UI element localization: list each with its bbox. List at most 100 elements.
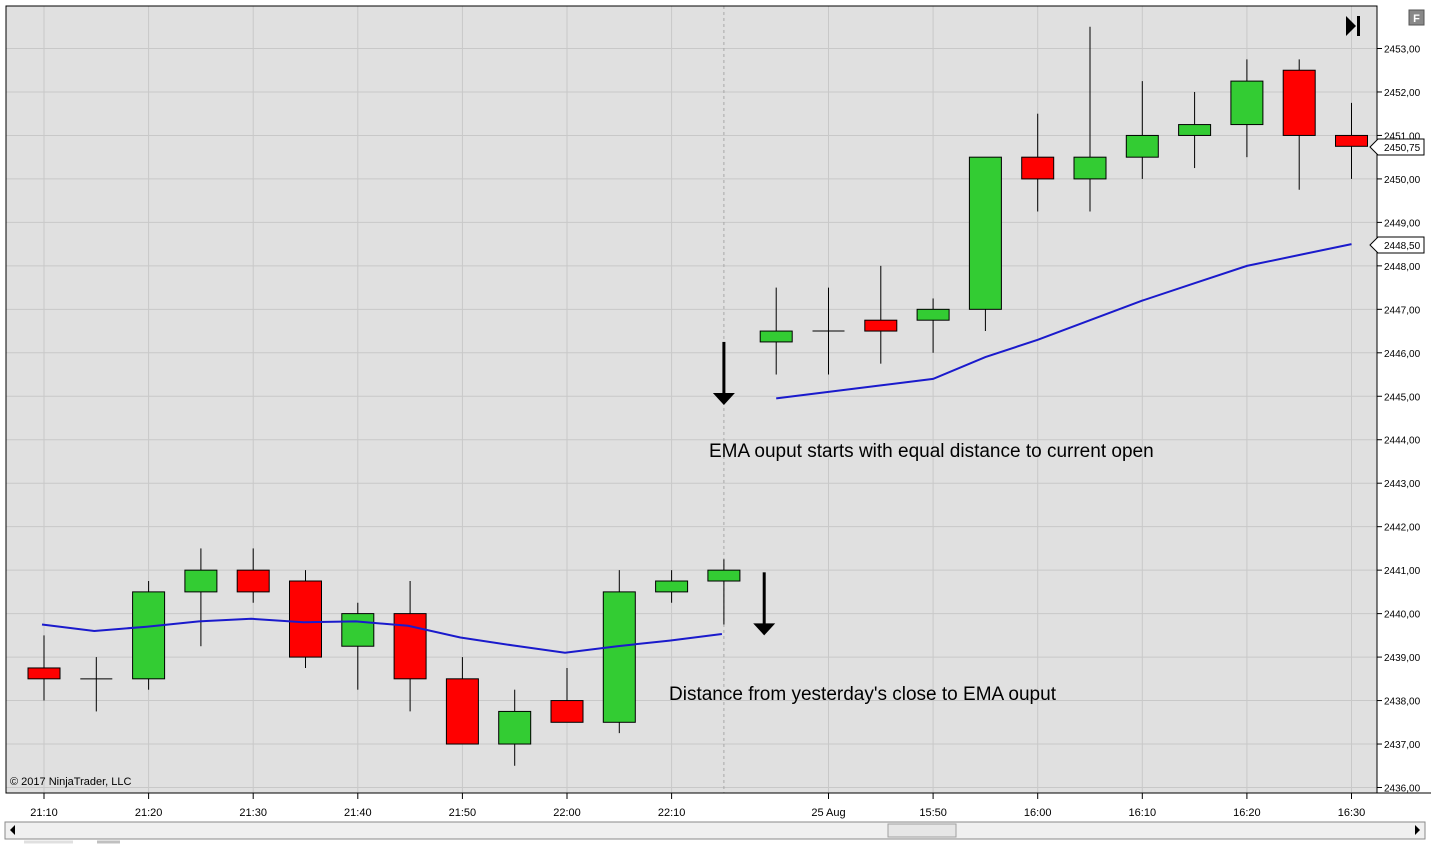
plot-frame <box>5 5 1378 794</box>
candle-body <box>184 569 218 593</box>
candle-body <box>393 613 427 680</box>
candle-body <box>1178 124 1212 136</box>
arrow-head <box>753 623 776 636</box>
candle <box>498 689 532 766</box>
candle <box>27 635 61 701</box>
scroll-left-icon[interactable] <box>10 825 15 835</box>
y-tick-label: 2436,00 <box>1384 784 1421 795</box>
candle <box>1073 26 1107 212</box>
down-arrow-icon <box>712 341 735 405</box>
candle <box>968 156 1002 332</box>
y-tick-label: 2450,00 <box>1384 175 1421 186</box>
candle <box>445 657 479 745</box>
x-tick-label: 21:40 <box>344 807 372 819</box>
candle-body <box>341 613 375 647</box>
x-tick-label: 21:10 <box>30 807 58 819</box>
candle-body <box>864 319 898 332</box>
y-tick-label: 2449,00 <box>1384 218 1421 229</box>
y-tick-label: 2451,00 <box>1384 131 1421 142</box>
scroll-right-icon[interactable] <box>1415 825 1420 835</box>
copyright-text: © 2017 NinjaTrader, LLC <box>10 776 131 788</box>
candle-body <box>1282 69 1316 136</box>
candle <box>1282 59 1316 190</box>
last-price-label: 2450,75 <box>1384 143 1421 154</box>
y-tick-label: 2445,00 <box>1384 392 1421 403</box>
y-tick-label: 2452,00 <box>1384 88 1421 99</box>
candle <box>864 265 898 364</box>
y-tick-label: 2448,00 <box>1384 262 1421 273</box>
candle <box>132 581 166 690</box>
candle <box>916 298 950 353</box>
candle-body <box>759 330 793 343</box>
y-axis: 2436,00 2437,00 2438,00 2439,00 2440,00 2441,… <box>1377 45 1421 795</box>
y-tick-label: 2446,00 <box>1384 349 1421 360</box>
x-tick-label: 22:00 <box>553 807 581 819</box>
annotation-top: EMA ouput starts with equal distance to … <box>709 441 1154 462</box>
annotation-bottom: Distance from yesterday's close to EMA o… <box>669 684 1057 705</box>
y-tick-label: 2443,00 <box>1384 479 1421 490</box>
x-tick-label: 21:20 <box>135 807 163 819</box>
candle <box>1230 59 1264 158</box>
scrollbar-thumb[interactable] <box>887 823 957 838</box>
y-tick-label: 2447,00 <box>1384 305 1421 316</box>
y-tick-label: 2453,00 <box>1384 45 1421 56</box>
x-axis: 21:10 21:20 21:30 21:40 21:50 22:00 22:10 25 Au… <box>30 793 1365 819</box>
y-tick-label: 2438,00 <box>1384 697 1421 708</box>
candle-body <box>550 700 584 723</box>
x-tick-label: 25 Aug <box>811 807 845 819</box>
x-tick-label: 16:20 <box>1233 807 1261 819</box>
ema-value-marker: 2448,50 <box>1369 236 1425 254</box>
candle <box>707 559 741 625</box>
corner-button-label: F <box>1413 13 1420 25</box>
horizontal-scrollbar[interactable] <box>4 821 1426 840</box>
candle-body <box>1230 80 1264 126</box>
candle <box>341 602 375 690</box>
ema-line-today <box>776 243 1352 400</box>
arrow-head <box>712 392 735 405</box>
candle-body <box>1021 156 1055 180</box>
down-arrow-icon <box>753 572 776 636</box>
candle <box>602 570 636 734</box>
x-tick-label: 21:30 <box>239 807 267 819</box>
x-tick-label: 16:00 <box>1024 807 1052 819</box>
candle <box>289 570 322 668</box>
candle-body <box>498 710 532 745</box>
candle-body <box>916 308 950 321</box>
candle-body <box>968 156 1002 310</box>
arrows <box>712 341 776 636</box>
candle-body <box>132 591 166 680</box>
candle <box>550 667 584 723</box>
candle-body <box>655 580 689 593</box>
last-price-marker: 2450,75 <box>1369 138 1425 156</box>
plot-area <box>6 6 1377 793</box>
candle <box>236 548 270 603</box>
candle-body <box>707 569 741 582</box>
candle <box>759 287 793 375</box>
candle-body <box>289 580 322 658</box>
candle <box>1178 91 1212 169</box>
candle <box>1125 81 1159 179</box>
corner-button[interactable]: F <box>1408 9 1425 26</box>
candle-body <box>236 569 270 593</box>
candle <box>812 287 845 375</box>
y-tick-label: 2440,00 <box>1384 610 1421 621</box>
candle-body <box>1125 134 1159 158</box>
y-tick-label: 2437,00 <box>1384 740 1421 751</box>
candle <box>80 657 113 712</box>
x-tick-label: 21:50 <box>449 807 477 819</box>
candle <box>184 548 218 647</box>
candle <box>1021 113 1055 212</box>
skip-to-end-icon[interactable] <box>1346 16 1360 36</box>
candle-body <box>1335 134 1368 147</box>
x-tick-label: 15:50 <box>919 807 947 819</box>
candle-body <box>1073 156 1107 180</box>
x-tick-label: 16:30 <box>1338 807 1366 819</box>
ema-value-label: 2448,50 <box>1384 241 1421 252</box>
candles <box>27 26 1368 766</box>
candle-body <box>445 678 479 745</box>
x-tick-label: 16:10 <box>1129 807 1157 819</box>
x-tick-label: 22:10 <box>658 807 686 819</box>
candle <box>1335 102 1368 179</box>
